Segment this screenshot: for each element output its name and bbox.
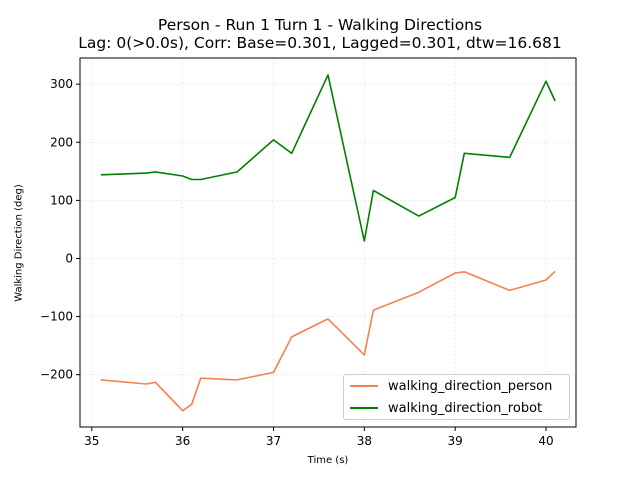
series-lines	[100, 74, 556, 412]
legend-label-robot: walking_direction_robot	[388, 400, 543, 416]
x-tick-label: 36	[175, 434, 190, 448]
y-tick-label: 100	[50, 193, 73, 207]
legend-item-robot: walking_direction_robot	[350, 399, 542, 417]
y-tick-label: −100	[40, 310, 73, 324]
chart-title: Person - Run 1 Turn 1 - Walking Directio…	[157, 16, 483, 34]
x-axis-ticks: 35 36 37 38 39 40	[84, 427, 554, 448]
y-axis-label: Walking Direction (deg)	[13, 184, 25, 302]
x-tick-label: 35	[84, 434, 99, 448]
y-tick-label: 300	[50, 77, 73, 91]
y-tick-label: 0	[65, 251, 73, 265]
chart-subtitle: Lag: 0(>0.0s), Corr: Base=0.301, Lagged=…	[78, 34, 562, 52]
y-tick-label: 200	[50, 135, 73, 149]
plot-frame	[79, 57, 577, 428]
y-tick-label: −200	[40, 368, 73, 382]
legend-label-person: walking_direction_person	[388, 378, 553, 394]
legend: walking_direction_person walking_directi…	[343, 374, 570, 420]
x-tick-label: 39	[448, 434, 463, 448]
legend-swatch-person	[350, 385, 378, 387]
grid	[80, 58, 576, 427]
x-tick-label: 40	[538, 434, 553, 448]
y-axis-ticks: −200 −100 0 100 200 300	[40, 77, 80, 382]
series-line-robot	[100, 74, 556, 242]
legend-item-person: walking_direction_person	[350, 377, 552, 395]
x-axis-label: Time (s)	[307, 455, 349, 466]
x-tick-label: 38	[357, 434, 372, 448]
series-line-person	[100, 270, 556, 412]
legend-swatch-robot	[350, 407, 378, 409]
x-tick-label: 37	[266, 434, 281, 448]
plot-area	[80, 58, 576, 427]
